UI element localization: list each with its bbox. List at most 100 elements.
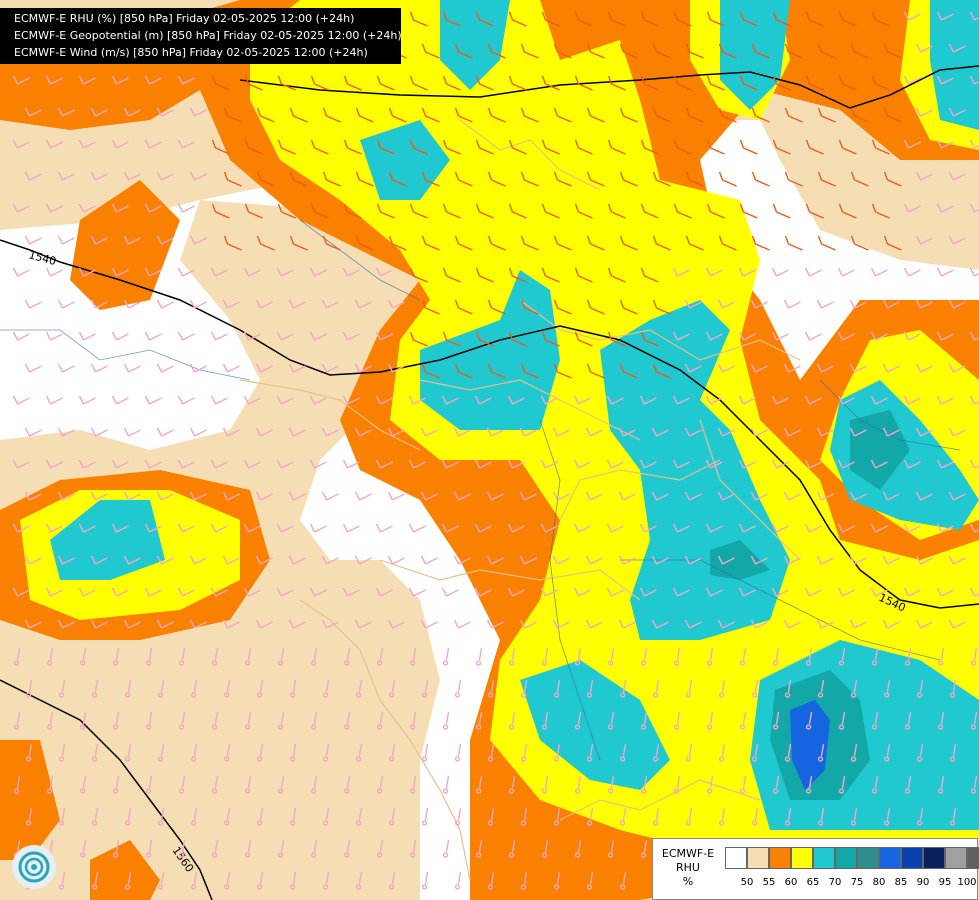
wind-barb <box>343 139 362 155</box>
wind-barb <box>771 459 789 469</box>
wind-barb <box>78 587 96 597</box>
wind-barb <box>606 395 624 405</box>
wind-barb <box>771 395 789 405</box>
wind-barb <box>210 459 228 469</box>
wind-barb <box>45 139 63 149</box>
wind-barb <box>90 427 108 437</box>
wind-barb <box>156 555 174 565</box>
wind-barb <box>553 363 572 379</box>
wind-barb <box>309 587 327 597</box>
wind-barb <box>289 171 308 187</box>
wind-barb <box>717 619 735 629</box>
wind-barb <box>969 267 979 277</box>
wind-barb <box>751 43 770 59</box>
wind-barb <box>276 267 294 277</box>
wind-barb <box>321 363 339 373</box>
wind-barb <box>969 395 979 405</box>
wind-barb <box>817 235 836 251</box>
wind-barb <box>553 235 572 251</box>
wind-barb <box>355 235 374 251</box>
wind-barb <box>607 75 626 91</box>
wind-barb <box>310 839 318 858</box>
wind-barb <box>817 807 825 826</box>
wind-barb <box>837 331 855 341</box>
wind-barb <box>541 775 549 794</box>
wind-barb <box>343 75 362 91</box>
wind-barb <box>58 679 66 698</box>
wind-barb <box>838 203 857 219</box>
wind-barb <box>849 491 867 501</box>
wind-barb <box>322 807 330 826</box>
wind-barb <box>685 107 704 123</box>
wind-barb <box>619 235 638 251</box>
wind-barb <box>441 459 459 469</box>
wind-barb <box>387 555 405 565</box>
wind-barb <box>210 523 228 533</box>
wind-barb <box>585 491 603 501</box>
wind-barb <box>124 679 132 698</box>
wind-barb <box>540 459 558 469</box>
wind-barb <box>157 679 165 698</box>
wind-barb <box>354 363 372 373</box>
wind-barb <box>915 491 933 501</box>
wind-barb <box>651 555 669 565</box>
wind-barb <box>837 395 855 405</box>
wind-barb <box>156 427 174 437</box>
wind-barb <box>586 235 605 251</box>
wind-barb <box>804 267 822 277</box>
wind-barb <box>586 171 605 187</box>
wind-barb <box>903 267 921 277</box>
wind-barb <box>805 775 813 794</box>
wind-barb <box>870 395 888 405</box>
wind-barb <box>289 235 308 251</box>
wind-barb <box>772 775 780 794</box>
legend-tick-label: 100 <box>957 877 977 888</box>
wind-barb <box>751 235 770 251</box>
wind-barb <box>90 363 108 373</box>
wind-barb <box>553 743 561 762</box>
wind-barb <box>409 267 428 283</box>
wind-barb <box>210 331 228 341</box>
wind-barb <box>144 203 162 213</box>
wind-barb <box>442 839 450 858</box>
wind-barb <box>784 171 803 187</box>
wind-barb <box>243 395 261 405</box>
wind-barb <box>850 679 858 698</box>
wind-barb <box>508 839 516 858</box>
wind-barb <box>454 43 473 59</box>
wind-barb <box>375 331 393 341</box>
wind-barb <box>453 427 471 437</box>
wind-barb <box>718 43 737 59</box>
wind-barb <box>508 711 516 730</box>
wind-barb <box>177 459 195 469</box>
wind-barb <box>705 459 723 469</box>
wind-barb <box>90 491 108 501</box>
wind-barb <box>640 139 659 155</box>
wind-barb <box>685 743 693 762</box>
wind-barb <box>882 363 900 373</box>
wind-barb <box>487 235 506 251</box>
wind-barb <box>619 43 638 59</box>
wind-barb <box>244 647 252 666</box>
wind-barb <box>157 871 165 890</box>
wind-barb <box>421 107 440 123</box>
legend-swatches <box>725 847 979 869</box>
wind-barb <box>157 743 165 762</box>
wind-barb <box>421 235 440 251</box>
wind-barb <box>256 679 264 698</box>
wind-barb <box>915 427 933 437</box>
wind-barb <box>255 363 273 373</box>
wind-barb <box>540 523 558 533</box>
wind-barb <box>354 491 372 501</box>
wind-barb <box>90 107 108 117</box>
wind-barb <box>421 171 440 187</box>
rivers <box>0 219 961 761</box>
wind-barb <box>904 647 912 666</box>
wind-barb <box>276 459 294 469</box>
wind-barb <box>607 775 615 794</box>
wind-barb <box>144 267 162 277</box>
wind-barb <box>738 459 756 469</box>
wind-barb <box>211 139 230 155</box>
wind-barb <box>640 11 659 27</box>
wind-barb <box>883 679 891 698</box>
